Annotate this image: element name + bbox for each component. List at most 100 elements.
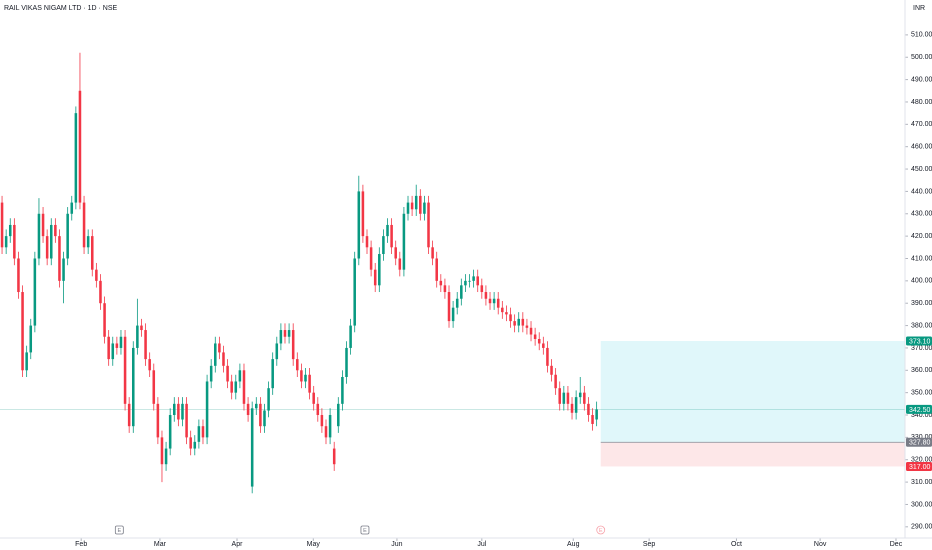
event-marker [114,525,124,535]
candle-body [263,410,266,427]
target-zone [600,341,905,443]
event-marker [596,525,606,535]
event-marker [360,525,370,535]
y-tick-label: 430.00 [911,211,932,218]
candle-body [255,403,258,409]
candle-body [271,359,274,389]
candle-body [525,325,529,328]
candle-body [460,285,463,299]
y-tick-label: 510.00 [911,32,932,39]
candle-body [328,415,332,438]
candle-body [21,292,24,371]
axes: 290.00 300.00 310.00 320.00 330.00 340.00 350.… [75,32,932,548]
candle-body [283,330,287,337]
y-tick-label: 490.00 [911,76,932,83]
y-tick-label: 420.00 [911,233,932,240]
candle-body [291,330,295,360]
candle-body [95,269,98,281]
candle-body [259,403,262,427]
candle-body [275,343,279,360]
candle-body [33,258,37,326]
y-tick-label: 330.00 [911,434,932,441]
position-overlay [0,341,905,467]
candle-body [222,352,225,366]
x-tick-label: Sep [643,541,656,548]
candle-body [119,336,123,348]
candle-body [369,247,373,270]
candle-body [554,374,557,389]
candle-body [402,213,406,270]
candle-body [185,403,188,438]
candle-body [345,347,348,378]
x-tick-label: Jul [477,541,486,548]
candle-body [86,236,90,248]
candle-body [316,403,320,416]
candle-body [542,343,545,348]
candle-body [406,202,410,214]
candle-body [111,343,115,360]
candle-body [574,397,578,413]
currency-label: INR [913,5,925,12]
candle-body [177,403,180,420]
candle-body [41,213,45,237]
candle-body [0,202,4,248]
candle-body [197,426,201,442]
candle-body [312,392,315,404]
candle-body [529,327,533,335]
candle-body [230,381,233,393]
candle-body [70,202,74,214]
candle-body [455,298,459,308]
event-label: E [363,528,367,534]
candle-body [144,330,147,360]
candle-body [164,448,168,465]
candle-body [439,280,443,286]
candle-body [242,370,246,404]
candle-body [287,330,291,337]
candle-body [296,359,299,371]
candle-body [131,347,135,427]
candle-body [8,224,12,237]
candle-body [320,415,324,427]
y-tick-label: 470.00 [911,121,932,128]
candle-body [148,359,151,371]
candle-body [373,269,377,286]
candle-body [427,202,430,248]
candle-body [82,202,86,248]
y-tick-label: 310.00 [911,479,932,486]
candle-body [591,415,594,424]
candle-body [509,314,512,322]
last-price-label-bg [906,404,932,414]
candle-body [17,258,20,293]
last-price-label: 342.50 [909,407,931,414]
candle-body [156,403,160,438]
candle-body [62,258,65,281]
y-tick-label: 390.00 [911,300,932,307]
candle-body [74,113,78,203]
candle-body [173,403,176,416]
candle-body [419,195,422,214]
candle-body [99,280,102,304]
x-tick-label: Nov [814,541,827,548]
candle-body [29,325,33,353]
candle-body [533,334,537,339]
y-tick-label: 360.00 [911,367,932,374]
candle-body [152,370,156,404]
candle-body [390,224,393,248]
chart-title: RAIL VIKAS NIGAM LTD · 1D · NSE [4,5,118,12]
candle-body [578,392,582,398]
candle-body [546,347,549,366]
candle-body [521,318,525,326]
y-tick-label: 350.00 [911,389,932,396]
candle-body [562,392,566,404]
candle-body [583,392,586,404]
candle-body [218,343,221,353]
candle-body [115,343,119,348]
candle-body [140,325,143,331]
event-label: E [599,528,603,534]
candle-body [168,415,172,449]
candle-body [517,318,520,326]
y-tick-label: 480.00 [911,99,932,106]
candle-body [566,392,570,404]
candle-body [25,352,28,371]
